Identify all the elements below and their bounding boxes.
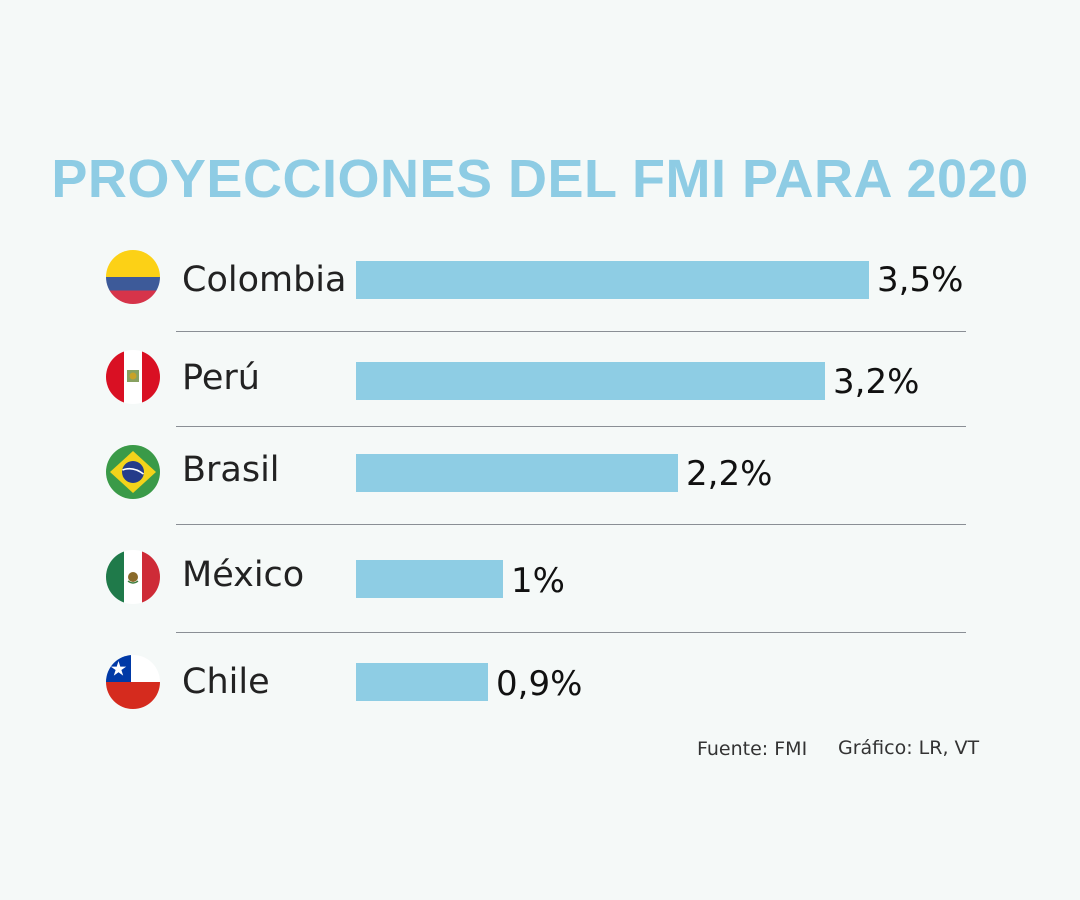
chile-flag-icon [106,655,160,709]
value-label: 3,2% [833,362,920,402]
chart-row-peru: Perú 3,2% [0,330,1080,430]
bar-mexico [356,560,503,598]
bar-brasil [356,454,678,492]
category-label: Colombia [182,260,347,300]
category-label: Perú [182,358,260,398]
category-label: Brasil [182,450,280,490]
chart-row-chile: Chile 0,9% [0,635,1080,735]
bar-colombia [356,261,869,299]
row-divider [176,632,966,633]
value-label: 2,2% [686,454,773,494]
mexico-flag-icon [106,550,160,604]
category-label: Chile [182,662,270,702]
value-label: 1% [511,561,565,601]
row-divider [176,426,966,427]
credit-note: Gráfico: LR, VT [838,737,980,759]
bar-chile [356,663,488,701]
value-label: 0,9% [496,664,583,704]
brazil-flag-icon [106,445,160,499]
category-label: México [182,555,305,595]
value-label: 3,5% [877,260,964,300]
chart-row-mexico: México 1% [0,530,1080,630]
chart-title: PROYECCIONES DEL FMI PARA 2020 [51,149,1029,209]
colombia-flag-icon [106,250,160,304]
peru-flag-icon [106,350,160,404]
source-note: Fuente: FMI [697,738,808,760]
row-divider [176,331,966,332]
bar-peru [356,362,825,400]
chart-row-colombia: Colombia 3,5% [0,230,1080,330]
row-divider [176,524,966,525]
chart-row-brasil: Brasil 2,2% [0,425,1080,525]
